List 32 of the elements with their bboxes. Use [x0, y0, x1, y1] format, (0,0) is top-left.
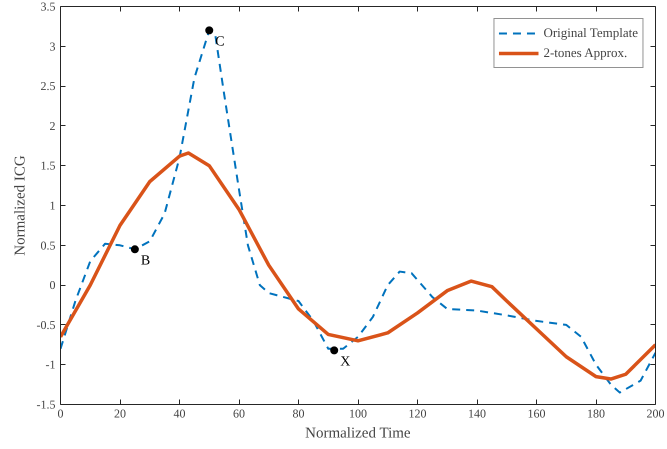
x-tick-label: 100 — [349, 406, 367, 420]
x-tick-label: 140 — [468, 406, 486, 420]
annotation: C — [215, 34, 225, 50]
point — [130, 245, 139, 254]
x-tick-label: 200 — [646, 406, 664, 420]
y-tick-label: 3.5 — [40, 0, 56, 14]
annotation: B — [140, 253, 150, 268]
y-tick-label: 1.5 — [40, 158, 56, 173]
x-tick-label: 60 — [233, 406, 245, 420]
y-tick-label: 0 — [50, 278, 56, 292]
x-tick-label: 120 — [408, 406, 426, 420]
y-tick-label: -1 — [46, 358, 56, 372]
x-tick-label: 20 — [114, 406, 126, 420]
y-axis-title: Normalized ICG — [12, 155, 29, 256]
annotation: X — [340, 354, 350, 370]
x-tick-label: 80 — [292, 406, 304, 420]
x-tick-label: 160 — [528, 406, 546, 420]
legend-label: 2-tones Approx. — [543, 45, 628, 61]
y-tick-label: 3 — [50, 39, 56, 54]
x-tick-label: 40 — [174, 406, 186, 420]
legend-label: Original Template — [543, 25, 638, 41]
point — [205, 26, 214, 34]
line-series — [60, 151, 656, 381]
y-tick-label: 2 — [50, 118, 56, 133]
x-tick-label: 180 — [587, 406, 605, 420]
y-tick-label: -1.5 — [36, 398, 56, 412]
y-tick-label: -0.5 — [36, 318, 56, 332]
y-tick-label: 1 — [50, 198, 56, 212]
y-tick-label: 0.5 — [40, 238, 56, 252]
point — [330, 346, 338, 354]
y-tick-label: 2.5 — [40, 79, 56, 94]
x-axis-title: Normalized Time — [305, 426, 411, 442]
